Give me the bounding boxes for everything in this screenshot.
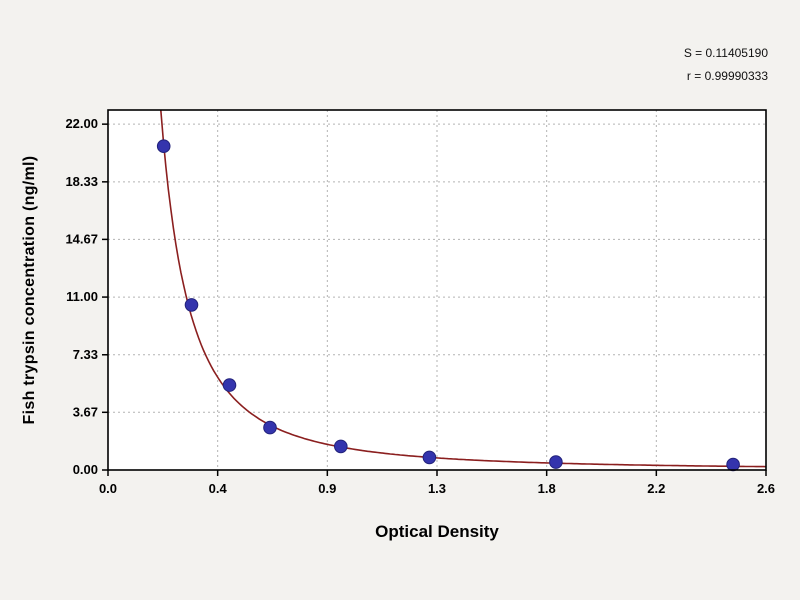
- svg-text:11.00: 11.00: [66, 289, 98, 304]
- svg-text:0.00: 0.00: [73, 462, 98, 477]
- svg-text:0.0: 0.0: [99, 481, 117, 496]
- axis-ticks: [102, 123, 767, 476]
- tick-labels: 0.0 0.4 0.9 1.3 1.8 2.2 2.6 0.00 3.67 7.33 11.00 14…: [65, 116, 775, 496]
- svg-text:22.00: 22.00: [65, 116, 98, 131]
- y-axis-label: Fish trypsin concentration (ng/ml): [21, 155, 38, 425]
- s-value: S = 0.11405190: [683, 46, 768, 60]
- data-points: [156, 139, 740, 472]
- fitted-curve: [160, 109, 767, 468]
- svg-text:0.4: 0.4: [209, 481, 228, 496]
- r-value: r = 0.99990333: [686, 69, 768, 83]
- grid-lines: [108, 110, 766, 470]
- svg-text:18.33: 18.33: [65, 174, 98, 189]
- x-axis-label: Optical Density: [375, 522, 499, 541]
- svg-text:2.6: 2.6: [757, 481, 775, 496]
- svg-text:2.2: 2.2: [647, 481, 665, 496]
- svg-text:3.67: 3.67: [73, 404, 98, 419]
- svg-text:7.33: 7.33: [73, 347, 98, 362]
- svg-text:1.8: 1.8: [538, 481, 556, 496]
- svg-text:14.67: 14.67: [65, 231, 98, 246]
- fit-statistics: S = 0.11405190 r = 0.99990333: [684, 42, 768, 88]
- svg-text:1.3: 1.3: [428, 481, 446, 496]
- svg-text:0.9: 0.9: [318, 481, 336, 496]
